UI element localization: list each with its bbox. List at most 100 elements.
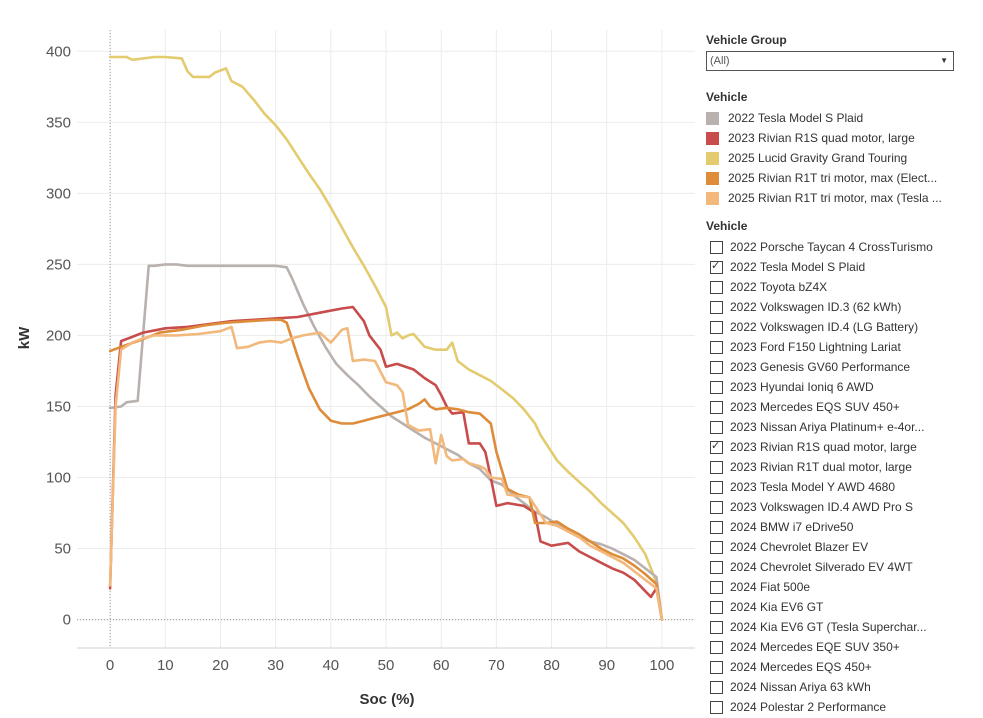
x-tick-label: 90 xyxy=(598,657,615,674)
vehicle-filter-item[interactable]: 2022 Toyota bZ4X xyxy=(706,277,976,297)
vehicle-filter-item[interactable]: 2024 Chevrolet Silverado EV 4WT xyxy=(706,557,976,577)
vehicle-filter-item[interactable]: 2023 Genesis GV60 Performance xyxy=(706,357,976,377)
y-tick-label: 250 xyxy=(46,256,71,273)
vehicle-filter-item[interactable]: 2024 Polestar 2 Performance xyxy=(706,697,976,717)
vehicle-filter-item[interactable]: 2023 Rivian R1S quad motor, large xyxy=(706,437,976,457)
vehicle-filter-item[interactable]: 2024 BMW i7 eDrive50 xyxy=(706,517,976,537)
checkbox-icon[interactable] xyxy=(710,520,723,534)
vehicle-filter-label: 2024 Nissan Ariya 63 kWh xyxy=(730,680,871,694)
legend-swatch xyxy=(706,171,719,185)
vehicle-filter-label: 2024 Polestar 2 Performance xyxy=(730,700,887,714)
checkbox-icon[interactable] xyxy=(710,580,723,594)
checkbox-checked-icon[interactable] xyxy=(710,439,723,454)
legend-title: Vehicle xyxy=(706,90,748,104)
vehicle-filter-label: 2024 BMW i7 eDrive50 xyxy=(730,520,854,534)
vehicle-filter-item[interactable]: 2022 Tesla Model S Plaid xyxy=(706,257,976,277)
x-tick-label: 30 xyxy=(267,657,284,674)
gridlines xyxy=(77,30,695,648)
x-tick-label: 10 xyxy=(157,657,174,674)
vehicle-filter-label: 2024 Kia EV6 GT (Tesla Superchar... xyxy=(730,620,927,634)
checkbox-icon[interactable] xyxy=(710,600,723,614)
vehicle-filter-label: 2024 Kia EV6 GT xyxy=(730,600,824,614)
vehicle-filter-item[interactable]: 2022 Volkswagen ID.4 (LG Battery) xyxy=(706,317,976,337)
y-tick-label: 350 xyxy=(46,114,71,131)
vehicle-filter-label: 2024 Mercedes EQS 450+ xyxy=(730,660,872,674)
side-panel: Vehicle Group (All) ▼ Vehicle 2022 Tesla… xyxy=(706,32,976,717)
series-line-4[interactable] xyxy=(108,318,664,621)
legend-label: 2025 Rivian R1T tri motor, max (Tesla ..… xyxy=(728,191,942,205)
vehicle-filter-item[interactable]: 2023 Nissan Ariya Platinum+ e-4or... xyxy=(706,417,976,437)
x-tick-label: 100 xyxy=(649,657,674,674)
series-line-5[interactable] xyxy=(108,325,664,621)
vehicle-filter-item[interactable]: 2024 Fiat 500e xyxy=(706,577,976,597)
checkbox-checked-icon[interactable] xyxy=(710,259,723,274)
vehicle-filter-item[interactable]: 2023 Hyundai Ioniq 6 AWD xyxy=(706,377,976,397)
y-tick-label: 100 xyxy=(46,470,71,487)
x-tick-label: 20 xyxy=(212,657,229,674)
vehicle-filter-item[interactable]: 2022 Volkswagen ID.3 (62 kWh) xyxy=(706,297,976,317)
x-axis-title: Soc (%) xyxy=(359,691,414,708)
vehicle-group-title: Vehicle Group xyxy=(706,33,787,47)
legend-item[interactable]: 2022 Tesla Model S Plaid xyxy=(706,108,976,128)
checkbox-icon[interactable] xyxy=(710,460,723,474)
vehicle-filter-label: 2022 Porsche Taycan 4 CrossTurismo xyxy=(730,240,933,254)
y-tick-label: 400 xyxy=(46,43,71,60)
vehicle-filter-item[interactable]: 2023 Mercedes EQS SUV 450+ xyxy=(706,397,976,417)
checkbox-icon[interactable] xyxy=(710,500,723,514)
checkbox-icon[interactable] xyxy=(710,240,723,254)
legend-swatch xyxy=(706,111,719,125)
vehicle-group-value: (All) xyxy=(710,55,730,67)
vehicle-filter-label: 2023 Nissan Ariya Platinum+ e-4or... xyxy=(730,420,925,434)
checkbox-icon[interactable] xyxy=(710,660,723,674)
vehicle-filter-item[interactable]: 2022 Porsche Taycan 4 CrossTurismo xyxy=(706,237,976,257)
vehicle-filter-label: 2022 Tesla Model S Plaid xyxy=(730,260,866,274)
checkbox-icon[interactable] xyxy=(710,340,723,354)
series-line-1[interactable] xyxy=(108,55,664,621)
x-tick-label: 50 xyxy=(378,657,395,674)
checkbox-icon[interactable] xyxy=(710,400,723,414)
y-tick-label: 200 xyxy=(46,327,71,344)
vehicle-filter-label: 2024 Fiat 500e xyxy=(730,580,811,594)
dropdown-arrow-icon: ▼ xyxy=(940,56,948,65)
y-tick-label: 0 xyxy=(63,612,71,629)
legend-item[interactable]: 2025 Rivian R1T tri motor, max (Tesla ..… xyxy=(706,188,976,208)
vehicle-filter-item[interactable]: 2024 Kia EV6 GT (Tesla Superchar... xyxy=(706,617,976,637)
checkbox-icon[interactable] xyxy=(710,640,723,654)
vehicle-filter-item[interactable]: 2023 Volkswagen ID.4 AWD Pro S xyxy=(706,497,976,517)
vehicle-filter-item[interactable]: 2024 Mercedes EQS 450+ xyxy=(706,657,976,677)
vehicle-filter-label: 2023 Rivian R1T dual motor, large xyxy=(730,460,912,474)
legend-label: 2023 Rivian R1S quad motor, large xyxy=(728,131,915,145)
legend-label: 2025 Lucid Gravity Grand Touring xyxy=(728,151,908,165)
vehicle-filter-label: 2022 Volkswagen ID.4 (LG Battery) xyxy=(730,320,919,334)
checkbox-icon[interactable] xyxy=(710,420,723,434)
vehicle-group-dropdown[interactable]: (All) ▼ xyxy=(706,51,954,71)
vehicle-filter-title: Vehicle xyxy=(706,219,748,233)
checkbox-icon[interactable] xyxy=(710,280,723,294)
vehicle-filter-item[interactable]: 2024 Kia EV6 GT xyxy=(706,597,976,617)
vehicle-filter-label: 2023 Genesis GV60 Performance xyxy=(730,360,911,374)
checkbox-icon[interactable] xyxy=(710,560,723,574)
checkbox-icon[interactable] xyxy=(710,360,723,374)
checkbox-icon[interactable] xyxy=(710,620,723,634)
checkbox-icon[interactable] xyxy=(710,700,723,714)
vehicle-filter-item[interactable]: 2024 Mercedes EQE SUV 350+ xyxy=(706,637,976,657)
vehicle-filter-item[interactable]: 2023 Tesla Model Y AWD 4680 xyxy=(706,477,976,497)
legend-item[interactable]: 2025 Rivian R1T tri motor, max (Elect... xyxy=(706,168,976,188)
legend-item[interactable]: 2025 Lucid Gravity Grand Touring xyxy=(706,148,976,168)
x-tick-label: 60 xyxy=(433,657,450,674)
vehicle-filter-label: 2023 Hyundai Ioniq 6 AWD xyxy=(730,380,874,394)
vehicle-filter-list: 2022 Porsche Taycan 4 CrossTurismo 2022 T… xyxy=(706,237,976,717)
checkbox-icon[interactable] xyxy=(710,680,723,694)
vehicle-filter-label: 2024 Chevrolet Silverado EV 4WT xyxy=(730,560,913,574)
legend-item[interactable]: 2023 Rivian R1S quad motor, large xyxy=(706,128,976,148)
vehicle-filter-item[interactable]: 2023 Ford F150 Lightning Lariat xyxy=(706,337,976,357)
vehicle-filter-label: 2023 Ford F150 Lightning Lariat xyxy=(730,340,901,354)
checkbox-icon[interactable] xyxy=(710,480,723,494)
vehicle-filter-item[interactable]: 2024 Nissan Ariya 63 kWh xyxy=(706,677,976,697)
vehicle-filter-item[interactable]: 2023 Rivian R1T dual motor, large xyxy=(706,457,976,477)
checkbox-icon[interactable] xyxy=(710,300,723,314)
checkbox-icon[interactable] xyxy=(710,320,723,334)
checkbox-icon[interactable] xyxy=(710,540,723,554)
vehicle-filter-item[interactable]: 2024 Chevrolet Blazer EV xyxy=(706,537,976,557)
checkbox-icon[interactable] xyxy=(710,380,723,394)
